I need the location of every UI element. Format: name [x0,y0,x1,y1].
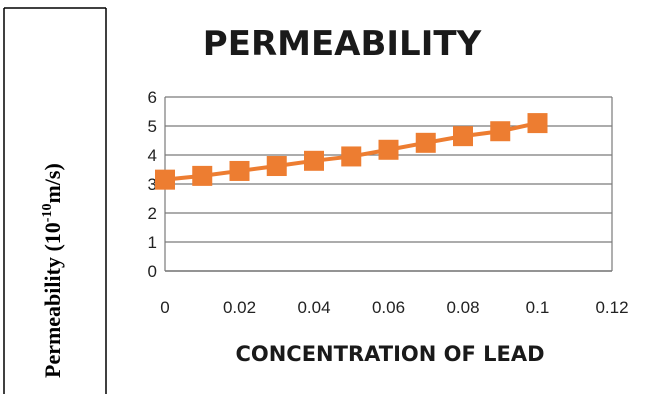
data-point-marker [453,126,473,147]
data-point-marker [527,113,548,134]
data-point-marker [192,165,213,186]
y-axis-label: Permeability (10-10m/s) [40,163,65,378]
data-series [155,113,548,190]
y-tick-label: 1 [148,233,157,252]
data-point-marker [341,146,362,167]
data-point-marker [415,132,436,153]
x-tick-label: 0.04 [297,298,330,317]
x-axis-title: CONCENTRATION OF LEAD [235,342,544,366]
data-point-marker [378,139,399,160]
y-tick-label: 3 [148,175,157,194]
x-tick-label: 0 [160,298,169,317]
y-tick-label: 0 [148,262,157,281]
x-tick-labels: 0 0.02 0.04 0.06 0.08 0.1 0.12 [160,298,628,317]
y-axis-label-sup: -10 [40,204,55,223]
data-point-marker [304,150,324,171]
y-axis-label-main: Permeability (10 [40,222,65,378]
grid-lines [164,96,613,272]
y-tick-labels: 0 1 2 3 4 5 6 [148,88,157,281]
y-tick-label: 4 [148,146,157,165]
data-point-marker [229,160,250,181]
chart-title: PERMEABILITY [203,24,482,64]
x-tick-label: 0.06 [372,298,405,317]
x-tick-label: 0.08 [446,298,479,317]
data-point-marker [266,156,287,177]
y-tick-label: 2 [148,204,157,223]
data-point-marker [490,121,511,142]
x-tick-label: 0.02 [223,298,256,317]
x-tick-label: 0.1 [526,298,550,317]
y-axis-label-end: m/s) [40,163,65,203]
data-point-marker [155,169,175,190]
y-tick-label: 5 [148,117,157,136]
y-tick-label: 6 [148,88,157,107]
x-tick-label: 0.12 [595,298,628,317]
